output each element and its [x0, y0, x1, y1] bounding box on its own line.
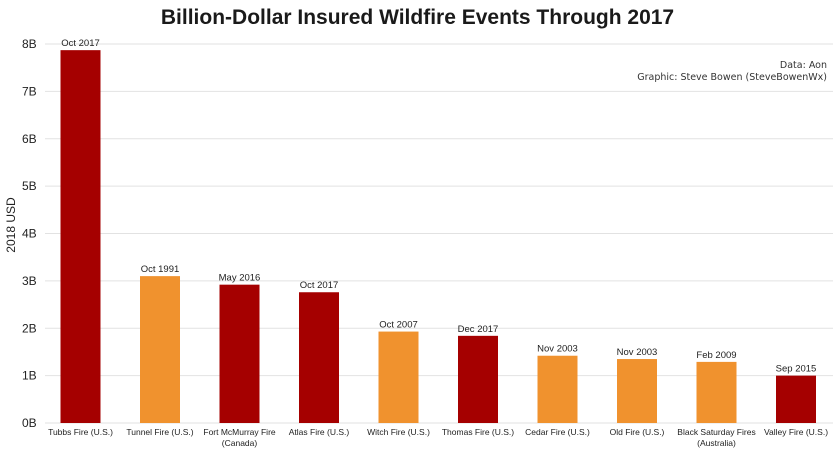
date-label: Oct 1991 [141, 264, 180, 275]
y-tick-label: 6B [22, 132, 37, 146]
category-label: Cedar Fire (U.S.) [525, 427, 590, 437]
y-tick-label: 1B [22, 369, 37, 383]
bar [140, 276, 180, 423]
bar [458, 335, 498, 423]
category-label: Thomas Fire (U.S.) [442, 427, 514, 437]
date-label: Nov 2003 [537, 344, 578, 355]
category-label: Black Saturday Fires (Australia) [677, 427, 755, 448]
date-label: Sep 2015 [776, 364, 817, 375]
bar [299, 292, 339, 423]
y-tick-label: 3B [22, 274, 37, 288]
bar [776, 375, 816, 423]
y-tick-label: 4B [22, 227, 37, 241]
y-tick-label: 0B [22, 416, 37, 430]
y-tick-label: 5B [22, 179, 37, 193]
bar [219, 284, 260, 423]
y-tick-label: 2B [22, 321, 37, 335]
y-tick-label: 7B [22, 84, 37, 98]
category-label: Witch Fire (U.S.) [367, 427, 430, 437]
bar [617, 359, 657, 423]
date-label: Feb 2009 [696, 350, 736, 361]
bar [378, 331, 419, 423]
category-label: Atlas Fire (U.S.) [289, 427, 350, 437]
category-label: Old Fire (U.S.) [610, 427, 665, 437]
date-label: Oct 2017 [61, 38, 100, 49]
data-source-credit: Data: Aon [779, 60, 827, 71]
bar [696, 361, 737, 423]
bar [60, 50, 101, 423]
y-axis-ticks: 0B 1B 2B 3B 4B 5B 6B 7B 8B [22, 37, 37, 430]
graphic-credit: Graphic: Steve Bowen (SteveBowenWx) [637, 72, 827, 83]
bars [60, 50, 816, 423]
bar [537, 355, 578, 423]
category-label: Tubbs Fire (U.S.) [48, 427, 113, 437]
category-label: Fort McMurray Fire (Canada) [203, 427, 276, 448]
date-label: Nov 2003 [617, 347, 658, 358]
date-label: Dec 2017 [458, 324, 499, 335]
category-labels: Tubbs Fire (U.S.) Tunnel Fire (U.S.) Fort … [48, 427, 828, 448]
category-label: Tunnel Fire (U.S.) [126, 427, 193, 437]
date-label: Oct 2007 [379, 320, 418, 331]
category-label: Valley Fire (U.S.) [764, 427, 828, 437]
y-axis-label: 2018 USD [4, 197, 18, 253]
date-labels: Oct 2017 Oct 1991 May 2016 Oct 2017 Oct 2007… [61, 38, 816, 374]
date-label: May 2016 [219, 273, 261, 284]
date-label: Oct 2017 [300, 280, 339, 291]
y-tick-label: 8B [22, 37, 37, 51]
chart-title: Billion-Dollar Insured Wildfire Events T… [160, 6, 675, 29]
